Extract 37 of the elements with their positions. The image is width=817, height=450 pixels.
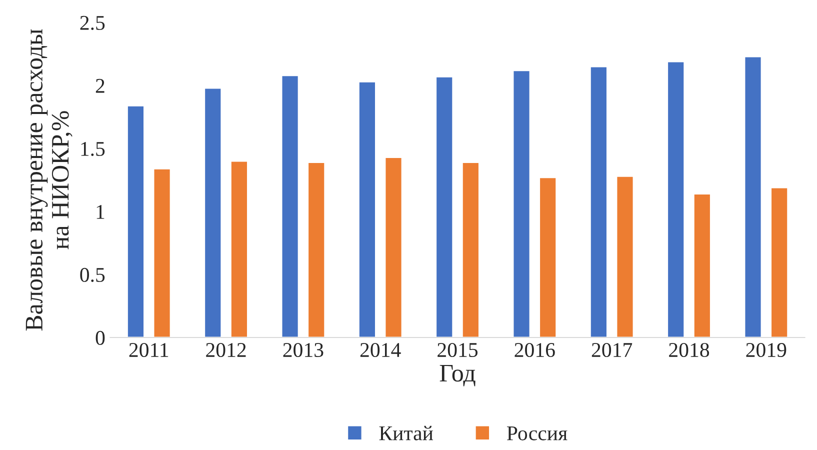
y-tick-label: 2.5: [80, 16, 105, 30]
bar: [744, 56, 762, 338]
x-tick-label: 2011: [129, 342, 168, 358]
bar: [204, 87, 222, 338]
y-tick-label: 1: [96, 204, 104, 219]
x-tick-label: 2015: [438, 342, 478, 358]
x-tick-label: 2018: [669, 342, 710, 358]
x-tick-label: 2016: [514, 342, 555, 358]
x-axis-title: Год: [440, 365, 476, 386]
bar: [692, 193, 712, 338]
x-tick-label: 2019: [746, 342, 786, 358]
bar: [307, 162, 326, 338]
bar: [126, 104, 145, 338]
x-tick-label: 2017: [592, 342, 632, 358]
y-tick-label: 1.5: [81, 142, 105, 156]
legend-label: Россия: [506, 426, 568, 440]
bar: [384, 156, 403, 338]
bar: [512, 70, 531, 338]
legend-label: Китай: [379, 426, 433, 440]
x-tick-label: 2014: [360, 342, 401, 358]
y-axis-title: Валовые внутрение расходы на НИОКР,%: [26, 29, 72, 331]
bar: [461, 162, 480, 338]
bar: [666, 60, 686, 338]
bar: [280, 74, 300, 338]
bar: [230, 160, 248, 338]
bar: [538, 176, 558, 338]
bar: [152, 168, 172, 338]
bar: [435, 76, 454, 338]
bar: [590, 66, 608, 338]
bar: [616, 176, 634, 338]
bar: [770, 186, 789, 338]
bar: [358, 81, 376, 338]
x-tick-label: 2012: [206, 342, 246, 358]
y-tick-label: 0.5: [80, 268, 105, 282]
y-tick-label: 0: [96, 330, 105, 345]
y-tick-label: 2: [96, 78, 104, 93]
x-tick-label: 2013: [283, 342, 324, 358]
